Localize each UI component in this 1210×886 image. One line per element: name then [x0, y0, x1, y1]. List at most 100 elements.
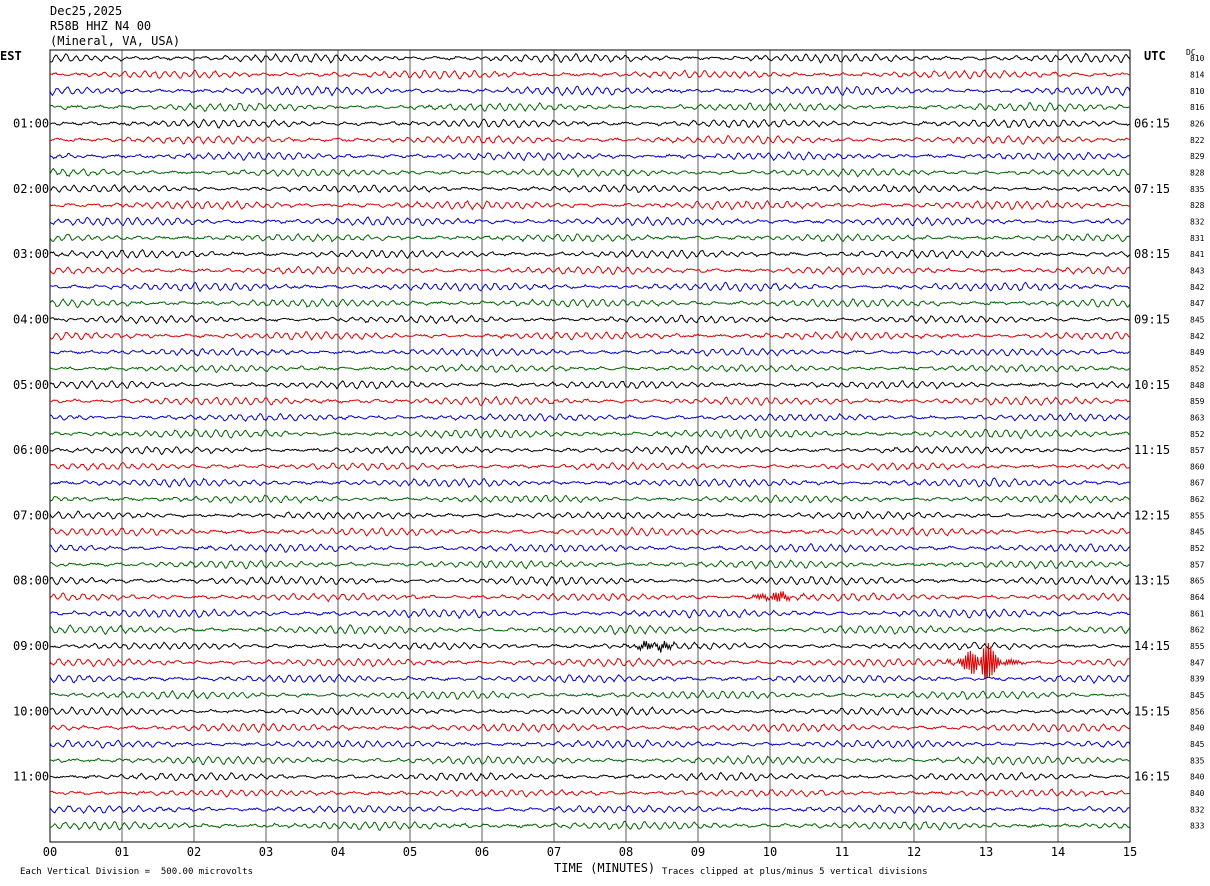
- trace-row-27: [49, 477, 1131, 488]
- trace-row-45: [49, 771, 1130, 782]
- left-hour-label: 01:00: [13, 116, 49, 130]
- x-tick-label: 13: [979, 845, 993, 859]
- x-axis-title: TIME (MINUTES): [554, 861, 656, 875]
- dc-offset-label: 865: [1190, 577, 1205, 586]
- dc-offset-label: 839: [1190, 675, 1205, 684]
- right-hour-label: 09:15: [1134, 312, 1170, 326]
- dc-offset-label: 852: [1190, 430, 1205, 439]
- trace-row-3: [49, 85, 1131, 97]
- x-tick-label: 08: [619, 845, 633, 859]
- trace-row-13: [49, 248, 1131, 260]
- dc-offset-label: 845: [1190, 315, 1205, 324]
- trace-row-37: [50, 640, 1131, 653]
- right-timezone-label: UTC: [1144, 49, 1166, 63]
- dc-offset-label: 831: [1190, 234, 1205, 243]
- left-hour-label: 09:00: [13, 639, 49, 653]
- scale-note: Each Vertical Division = 500.00 microvol…: [20, 867, 253, 877]
- trace-row-38: [49, 642, 1131, 679]
- x-tick-label: 09: [691, 845, 705, 859]
- dc-offset-label: 847: [1190, 658, 1205, 667]
- trace-row-30: [49, 526, 1131, 537]
- trace-row-7: [49, 151, 1131, 162]
- trace-row-5: [49, 118, 1131, 129]
- trace-row-12: [49, 233, 1131, 243]
- left-hour-label: 08:00: [13, 574, 49, 588]
- dc-offset-label: 832: [1190, 217, 1205, 226]
- trace-row-8: [49, 167, 1131, 178]
- trace-row-9: [49, 183, 1131, 194]
- dc-offset-label: 852: [1190, 364, 1205, 373]
- trace-row-34: [49, 591, 1131, 603]
- x-tick-label: 12: [907, 845, 921, 859]
- dc-offset-label: 845: [1190, 740, 1205, 749]
- dc-offset-label: 848: [1190, 381, 1205, 390]
- trace-row-17: [49, 314, 1131, 325]
- trace-row-25: [49, 444, 1131, 456]
- dc-offset-label: 828: [1190, 201, 1205, 210]
- dc-offset-label: 849: [1190, 348, 1205, 357]
- trace-row-6: [49, 134, 1131, 145]
- trace-row-46: [49, 788, 1131, 798]
- left-hour-label: 05:00: [13, 378, 49, 392]
- trace-row-43: [49, 739, 1131, 749]
- trace-row-10: [49, 199, 1131, 211]
- dc-offset-label: 840: [1190, 724, 1205, 733]
- dc-offset-label: 814: [1190, 70, 1205, 79]
- dc-offset-label: 845: [1190, 691, 1205, 700]
- trace-row-14: [49, 265, 1131, 276]
- trace-row-48: [49, 820, 1131, 831]
- dc-offset-label: 841: [1190, 250, 1205, 259]
- right-hour-label: 10:15: [1134, 378, 1170, 392]
- dc-offset-label: 843: [1190, 266, 1205, 275]
- dc-offset-label: 867: [1190, 479, 1205, 488]
- dc-offset-label: 855: [1190, 642, 1205, 651]
- dc-offset-label: 816: [1190, 103, 1205, 112]
- trace-row-11: [49, 216, 1131, 227]
- dc-offset-label: 828: [1190, 168, 1205, 177]
- dc-offset-label: 840: [1190, 789, 1205, 798]
- trace-row-18: [49, 330, 1131, 342]
- trace-row-22: [49, 395, 1131, 407]
- dc-offset-label: 840: [1190, 773, 1205, 782]
- dc-offset-label: 832: [1190, 805, 1205, 814]
- clip-note: Traces clipped at plus/minus 5 vertical …: [662, 867, 928, 877]
- left-hour-label: 07:00: [13, 508, 49, 522]
- left-hour-label: 10:00: [13, 704, 49, 718]
- trace-row-47: [49, 804, 1131, 815]
- dc-offset-label: 833: [1190, 822, 1205, 831]
- dc-offset-label: 829: [1190, 152, 1205, 161]
- trace-row-35: [50, 608, 1131, 620]
- dc-offset-label: 856: [1190, 707, 1205, 716]
- x-tick-label: 07: [547, 845, 561, 859]
- trace-row-26: [49, 461, 1131, 472]
- x-tick-label: 02: [187, 845, 201, 859]
- x-tick-label: 10: [763, 845, 777, 859]
- dc-offset-label: 857: [1190, 560, 1205, 569]
- dc-offset-label: 859: [1190, 397, 1205, 406]
- dc-offset-label: 842: [1190, 332, 1205, 341]
- trace-row-23: [50, 412, 1131, 423]
- trace-row-20: [49, 363, 1131, 374]
- left-timezone-label: EST: [0, 49, 22, 63]
- x-tick-label: 11: [835, 845, 849, 859]
- dc-offset-label: 862: [1190, 495, 1205, 504]
- left-hour-label: 02:00: [13, 182, 49, 196]
- plot-frame: [49, 49, 1131, 843]
- dc-offset-label: 845: [1190, 528, 1205, 537]
- dc-offset-label: 864: [1190, 593, 1205, 602]
- trace-row-4: [49, 102, 1131, 113]
- trace-row-31: [49, 543, 1131, 553]
- trace-row-41: [49, 706, 1131, 717]
- trace-row-32: [49, 559, 1131, 570]
- x-tick-label: 05: [403, 845, 417, 859]
- dc-offset-label: 860: [1190, 462, 1205, 471]
- trace-row-33: [49, 574, 1131, 587]
- header-station: R58B HHZ N4 00: [50, 19, 152, 33]
- x-tick-label: 03: [259, 845, 273, 859]
- right-hour-label: 06:15: [1134, 116, 1170, 130]
- dc-offset-label: 863: [1190, 413, 1205, 422]
- dc-offset-label: 810: [1190, 87, 1205, 96]
- left-hour-label: 03:00: [13, 247, 49, 261]
- x-tick-label: 15: [1123, 845, 1137, 859]
- left-hour-label: 04:00: [13, 312, 49, 326]
